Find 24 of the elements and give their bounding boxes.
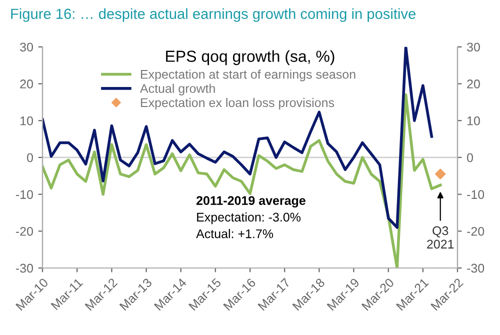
y-tick-label: 0 <box>27 153 33 162</box>
y2-tick-label: 30 <box>467 42 480 52</box>
chart-subtitle: EPS qoq growth (sa, %) <box>166 50 334 66</box>
y-tick-label: -20 <box>16 226 33 236</box>
y-tick-label: 10 <box>20 116 33 126</box>
y2-tick-label: -10 <box>467 190 484 199</box>
line-series <box>42 46 434 229</box>
annotation: 2011-2019 average <box>196 196 306 208</box>
y2-tick-label: 20 <box>467 80 480 88</box>
y-tick-label: -30 <box>16 264 33 273</box>
chart-title: Figure 16: … despite actual earnings growth coming in positive <box>11 8 416 22</box>
annotation: Actual: +1.7% <box>196 229 274 238</box>
y2-tick-label: -30 <box>467 264 484 273</box>
legend-label: Expectation at start of earnings season <box>140 70 356 82</box>
y-tick-label: 20 <box>20 80 33 88</box>
y2-tick-label: 10 <box>467 116 480 126</box>
legend-label: Expectation ex loan loss provisions <box>140 98 334 110</box>
y-tick-label: -10 <box>16 190 33 199</box>
annotation: Expectation: -3.0% <box>197 212 301 224</box>
annotation: Q3 2021 <box>427 226 454 249</box>
y-tick-label: 30 <box>20 42 33 52</box>
legend-label: Actual growth <box>140 84 215 96</box>
y2-tick-label: 0 <box>467 153 473 162</box>
y2-tick-label: -20 <box>467 226 484 236</box>
